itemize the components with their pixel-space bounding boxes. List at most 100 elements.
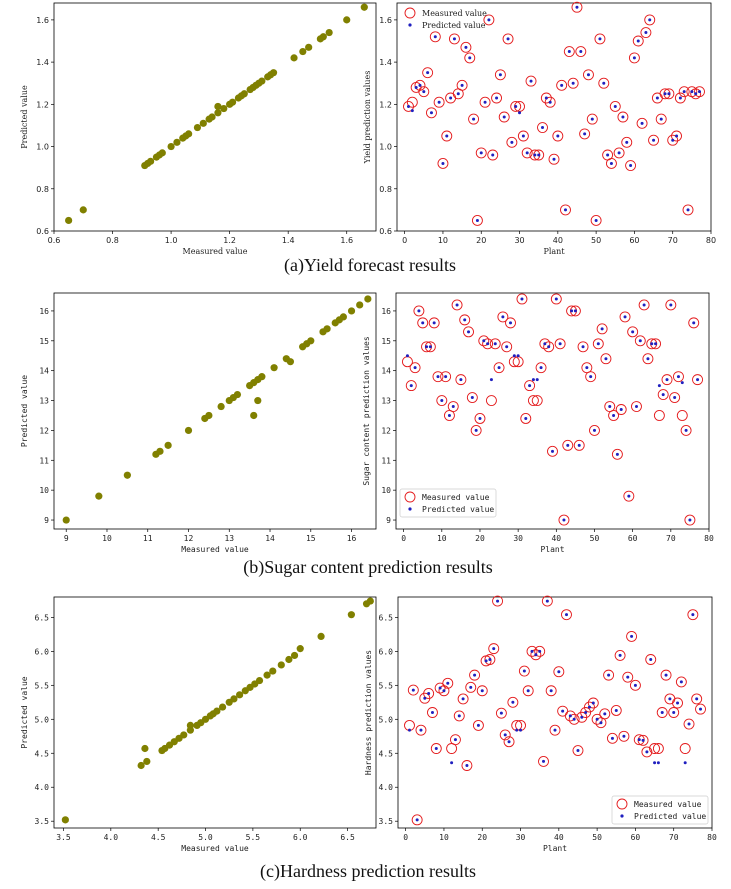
measured-marker xyxy=(489,338,501,350)
x-axis-label: Plant xyxy=(543,844,567,853)
predicted-marker xyxy=(683,761,687,765)
predicted-marker xyxy=(638,339,642,343)
measured-marker xyxy=(484,654,496,665)
measured-marker xyxy=(680,424,692,436)
predicted-marker xyxy=(603,712,607,716)
y-axis-label: Predicted value xyxy=(20,85,29,149)
predicted-marker xyxy=(469,685,473,689)
scatter-point xyxy=(290,54,298,62)
x-tick-label: 50 xyxy=(591,236,601,245)
x-tick-label: 5.5 xyxy=(246,833,261,842)
measured-marker xyxy=(457,693,469,705)
measured-marker xyxy=(544,96,556,108)
predicted-marker xyxy=(515,728,519,732)
y-tick-label: 4.0 xyxy=(379,783,394,792)
predicted-marker xyxy=(660,711,664,714)
legend-predicted-marker xyxy=(620,814,624,818)
measured-marker xyxy=(563,46,575,58)
y-tick-label: 3.5 xyxy=(35,817,50,826)
scatter-point xyxy=(299,47,307,56)
predicted-marker xyxy=(465,763,469,767)
measured-marker xyxy=(590,214,602,226)
measured-marker xyxy=(572,745,584,756)
scatter-point xyxy=(360,3,368,11)
predicted-marker xyxy=(529,79,533,83)
predicted-marker xyxy=(446,681,450,685)
measured-marker xyxy=(626,630,638,642)
x-tick-label: 0.6 xyxy=(48,236,61,245)
predicted-marker xyxy=(426,71,430,75)
scatter-point xyxy=(79,206,87,214)
measured-marker xyxy=(592,338,604,350)
measured-marker xyxy=(655,113,667,125)
scatter-point xyxy=(213,707,221,715)
x-tick-label: 16 xyxy=(347,534,357,543)
predicted-marker xyxy=(577,443,581,447)
measured-marker xyxy=(584,701,595,713)
measured-marker xyxy=(499,729,511,741)
measured-marker xyxy=(636,117,648,129)
measured-marker xyxy=(610,705,622,716)
predicted-marker xyxy=(663,92,667,96)
predicted-marker xyxy=(570,309,574,313)
x-tick-label: 6.0 xyxy=(293,833,308,842)
predicted-marker xyxy=(648,18,652,22)
predicted-marker xyxy=(669,303,673,307)
predicted-marker xyxy=(542,759,546,763)
predicted-marker xyxy=(654,342,658,346)
x-tick-label: 50 xyxy=(592,833,602,842)
predicted-marker xyxy=(438,686,442,690)
measured-marker xyxy=(665,299,677,311)
predicted-marker xyxy=(541,126,545,130)
predicted-marker xyxy=(631,330,635,334)
predicted-marker xyxy=(576,749,580,753)
predicted-marker xyxy=(459,378,463,382)
y-tick-label: 5.5 xyxy=(379,681,394,690)
predicted-marker xyxy=(688,518,692,522)
predicted-marker xyxy=(645,750,649,754)
x-tick-label: 20 xyxy=(475,534,485,543)
yield-plant-chart: 0 10 20 30 40 50 60 70 80 0.6 0.8 1.0 1.2 1.4 1.6 Plant… xyxy=(363,1,716,256)
x-tick-label: 1.6 xyxy=(340,236,353,245)
scatter-point xyxy=(228,98,237,106)
predicted-marker xyxy=(496,599,500,603)
measured-marker xyxy=(553,666,565,678)
predicted-marker xyxy=(493,342,497,346)
predicted-marker xyxy=(509,321,513,325)
predicted-marker xyxy=(475,218,479,222)
measured-marker xyxy=(603,669,615,681)
plot-frame xyxy=(395,292,710,530)
predicted-marker xyxy=(442,689,446,693)
predicted-marker xyxy=(521,134,525,138)
measured-marker xyxy=(608,410,620,421)
x-tick-label: 70 xyxy=(668,236,678,245)
x-tick-label: 0 xyxy=(403,833,408,842)
predicted-marker xyxy=(655,96,659,100)
predicted-marker xyxy=(657,384,661,388)
measured-marker xyxy=(675,676,687,688)
y-tick-label: 12 xyxy=(39,426,49,435)
predicted-marker xyxy=(503,733,507,737)
scatter-point xyxy=(230,695,238,703)
x-tick-label: 30 xyxy=(513,534,523,543)
predicted-marker xyxy=(461,697,465,701)
predicted-marker xyxy=(468,56,472,60)
predicted-marker xyxy=(425,345,429,349)
scatter-point xyxy=(186,721,194,730)
predicted-marker xyxy=(598,37,602,41)
scatter-point xyxy=(158,149,166,157)
measured-marker xyxy=(468,113,480,125)
measured-marker xyxy=(469,669,481,681)
predicted-marker xyxy=(470,396,474,400)
scatter-point xyxy=(95,492,103,500)
predicted-marker xyxy=(463,318,467,322)
measured-marker xyxy=(516,293,528,305)
x-tick-label: 4.5 xyxy=(151,833,166,842)
predicted-marker xyxy=(534,653,538,657)
legend: Measured value Predicted value xyxy=(611,795,709,825)
x-tick-label: 4.0 xyxy=(104,833,119,842)
scatter-point xyxy=(286,358,295,366)
scatter-point xyxy=(167,142,175,151)
y-tick-label: 4.0 xyxy=(35,783,50,792)
predicted-marker xyxy=(679,680,683,684)
